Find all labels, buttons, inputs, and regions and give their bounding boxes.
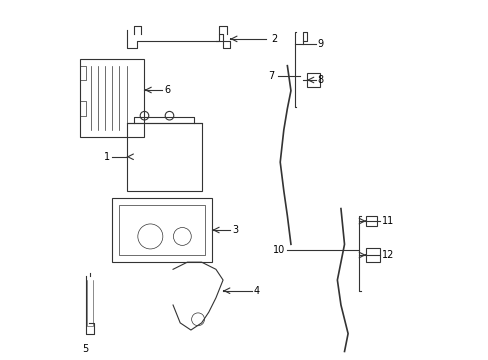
Text: 1: 1 bbox=[104, 152, 110, 162]
Text: 4: 4 bbox=[253, 286, 259, 296]
Bar bbox=[306, 73, 319, 87]
Bar bbox=[126, 123, 201, 191]
Text: 7: 7 bbox=[268, 71, 274, 81]
Bar bbox=[365, 216, 376, 226]
Text: 10: 10 bbox=[273, 245, 285, 255]
Bar bbox=[119, 205, 205, 255]
Text: 11: 11 bbox=[381, 216, 393, 226]
Text: 5: 5 bbox=[82, 344, 88, 354]
Bar bbox=[112, 198, 212, 262]
Text: 12: 12 bbox=[381, 250, 394, 260]
Text: 3: 3 bbox=[231, 225, 238, 235]
Text: 8: 8 bbox=[317, 75, 323, 85]
Text: 2: 2 bbox=[271, 34, 277, 44]
Bar bbox=[365, 248, 380, 262]
Text: 6: 6 bbox=[164, 85, 170, 95]
Text: 9: 9 bbox=[317, 39, 323, 49]
Bar bbox=[80, 59, 144, 137]
